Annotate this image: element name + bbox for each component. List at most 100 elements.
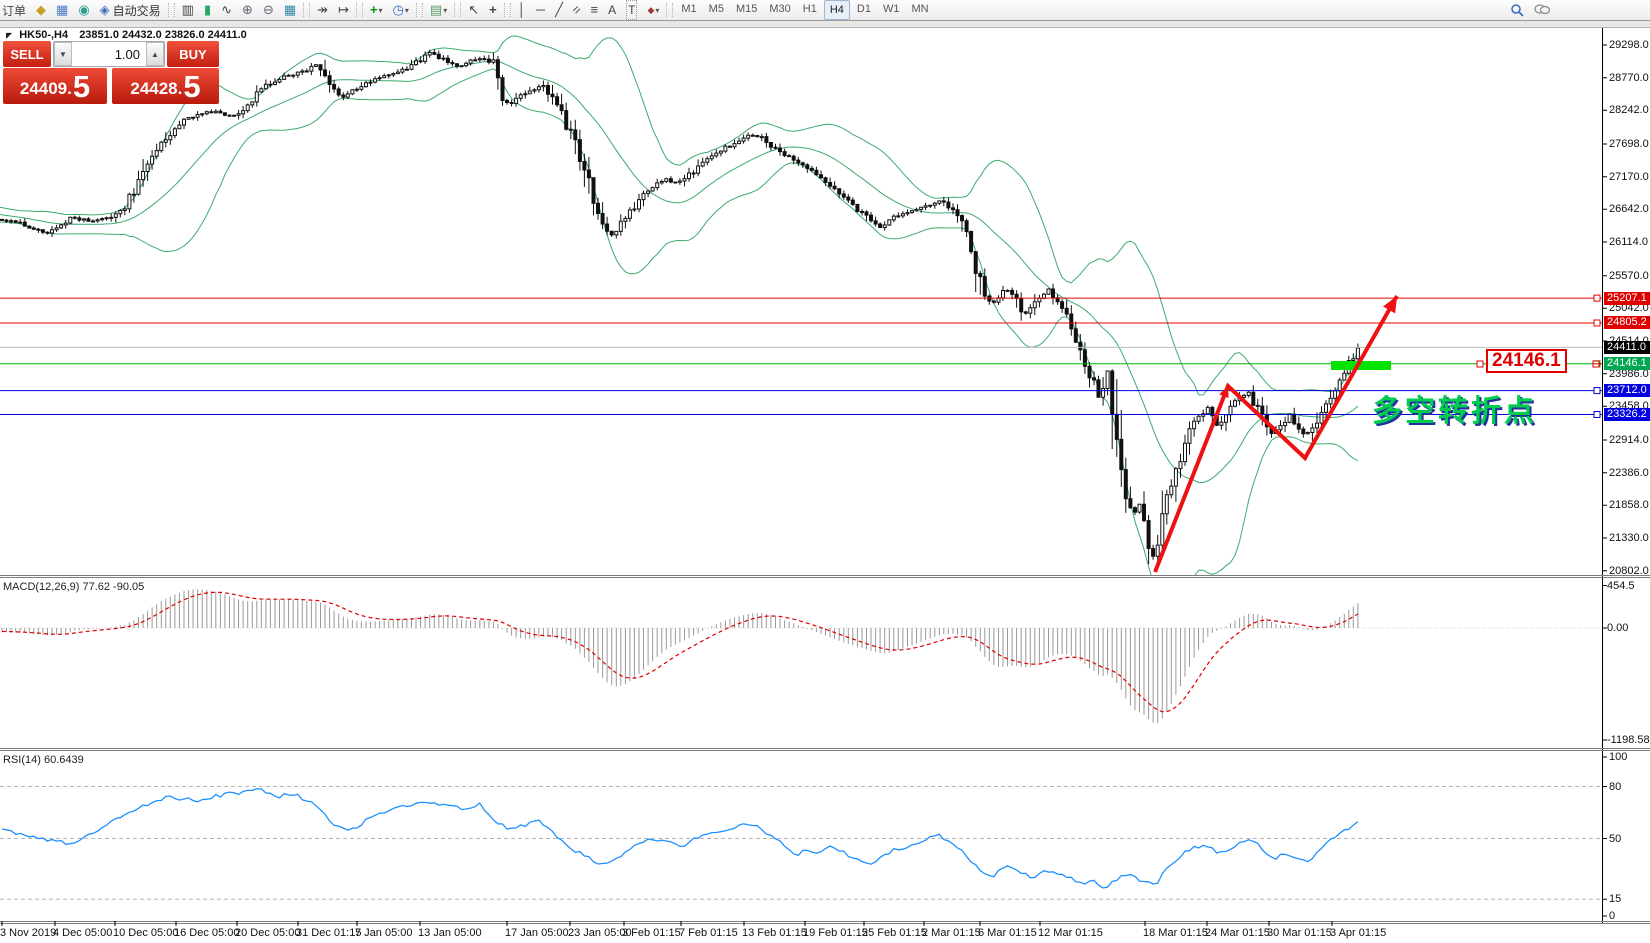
fibonacci-tool[interactable]: ≡	[590, 2, 599, 17]
price-badge: 23326.2	[1604, 407, 1650, 421]
time-axis-label[interactable]: 16 Dec 05:00	[174, 927, 240, 939]
time-axis-label[interactable]: 25 Feb 01:15	[862, 927, 927, 939]
time-axis-label[interactable]: 24 Mar 01:15	[1205, 927, 1270, 939]
tab-h4[interactable]: H4	[823, 0, 850, 20]
time-axis-label[interactable]: 10 Dec 05:00	[113, 927, 179, 939]
time-axis-label[interactable]: 3 Nov 2019	[0, 927, 57, 939]
toolbar-separator	[415, 3, 423, 17]
templates-button[interactable]: ▤ ▾	[426, 1, 451, 19]
sell-button[interactable]: SELL	[3, 41, 51, 67]
price-tick-label: 25042.0	[1609, 302, 1649, 315]
tab-m1[interactable]: M1	[681, 3, 697, 15]
tab-m15[interactable]: M15	[735, 3, 758, 15]
trend-arrow-head	[1383, 296, 1397, 314]
time-axis-label[interactable]: 18 Mar 01:15	[1143, 927, 1208, 939]
time-axis-label[interactable]: 19 Feb 01:15	[803, 927, 868, 939]
price-badge: 25207.1	[1604, 291, 1650, 305]
macd-tick-label: 454.5	[1607, 579, 1635, 592]
auto-scroll-icon[interactable]: ↠	[317, 2, 329, 17]
search-icon[interactable]	[1506, 1, 1528, 19]
tab-h1[interactable]: H1	[802, 3, 817, 15]
time-axis-label[interactable]: 31 Dec 01:15	[296, 927, 362, 939]
periods-button[interactable]: ◷ ▾	[389, 1, 413, 19]
collapse-triangle-icon[interactable]: ◤	[6, 31, 13, 40]
ohlc-readout: 23851.0 24432.0 23826.0 24411.0	[79, 29, 247, 41]
chart-shift-icon[interactable]: ↦	[338, 2, 349, 17]
text-label-tool[interactable]: T	[622, 0, 641, 20]
zoom-out-icon[interactable]: ⊖	[262, 2, 274, 17]
price-tick-label: 23986.0	[1609, 367, 1649, 380]
volume-up-button[interactable]: ▲	[146, 42, 164, 66]
sell-price-main: 24409	[19, 79, 68, 98]
volume-value[interactable]: 1.00	[114, 46, 140, 62]
macd-tick-label: -1198.58	[1607, 734, 1650, 746]
arrows-tool[interactable]: ◆ ▾	[647, 5, 660, 15]
cursor-tool[interactable]: ↖	[468, 2, 480, 17]
new-order-button[interactable]: 订单	[0, 1, 30, 19]
zoom-in-icon[interactable]: ⊕	[242, 2, 253, 17]
time-axis-label[interactable]: 7 Jan 05:00	[355, 927, 413, 939]
tab-m5[interactable]: M5	[708, 3, 724, 15]
price-tick-label: 25570.0	[1609, 269, 1649, 282]
candlestick-chart-icon[interactable]: ▮	[203, 2, 212, 17]
toolbar-separator	[303, 3, 311, 17]
vertical-line-tool[interactable]: │	[517, 2, 526, 17]
time-axis-label[interactable]: 3 Feb 01:15	[622, 927, 681, 939]
time-axis-label[interactable]: 3 Apr 01:15	[1330, 927, 1387, 939]
price-callout-label[interactable]: 24146.1	[1486, 349, 1567, 373]
new-chart-icon[interactable]: ▦	[56, 2, 69, 17]
price-badge: 24805.2	[1604, 316, 1650, 330]
tile-windows-icon[interactable]: ▦	[283, 2, 297, 17]
indicators-button[interactable]: + ▾	[366, 1, 387, 19]
line-end-marker	[1593, 411, 1601, 418]
time-axis-label[interactable]: 4 Dec 05:00	[53, 927, 113, 939]
trendline-tool[interactable]: ╱	[555, 2, 563, 17]
time-axis-label[interactable]: 30 Mar 01:15	[1267, 927, 1332, 939]
volume-stepper: ▼ 1.00 ▲	[53, 41, 165, 67]
signal-icon[interactable]: ◉	[78, 2, 90, 17]
rsi-tick-label: 0	[1609, 910, 1616, 922]
time-axis-label[interactable]: 20 Dec 05:00	[235, 927, 301, 939]
time-axis-label[interactable]: 17 Jan 05:00	[505, 927, 569, 939]
tab-m30[interactable]: M30	[769, 3, 791, 15]
time-axis-label[interactable]: 7 Feb 01:15	[679, 927, 738, 939]
buy-price[interactable]: 24428. 5	[112, 68, 219, 104]
toolbar-separator	[167, 3, 175, 17]
bollinger-lower	[0, 68, 1359, 575]
support-zone-rect	[1331, 361, 1391, 370]
rsi-tick-label: 100	[1609, 751, 1628, 763]
tab-mn[interactable]: MN	[911, 3, 929, 15]
toolbar-separator	[666, 3, 674, 17]
crosshair-tool[interactable]: +	[489, 2, 497, 17]
time-axis-label[interactable]: 13 Feb 01:15	[742, 927, 807, 939]
horizontal-line-tool[interactable]: ─	[535, 2, 546, 17]
sell-price[interactable]: 24409. 5	[3, 68, 107, 104]
rsi-indicator-label: RSI(14) 60.6439	[3, 754, 84, 766]
line-chart-icon[interactable]: ∿	[221, 2, 233, 17]
candle-wicks	[1, 49, 1359, 565]
bollinger-upper	[0, 35, 1359, 396]
callout-marker	[1476, 360, 1484, 368]
price-tick-label: 29298.0	[1609, 39, 1649, 51]
main-chart-layer	[0, 35, 1360, 575]
chat-icon[interactable]	[1530, 1, 1554, 19]
time-axis-label[interactable]: 23 Jan 05:00	[568, 927, 632, 939]
time-axis-label[interactable]: 6 Mar 01:15	[978, 927, 1037, 939]
sound-icon[interactable]: ◆	[36, 2, 47, 17]
autotrade-button[interactable]: ◈ 自动交易	[96, 1, 165, 19]
tab-d1[interactable]: D1	[856, 3, 871, 15]
channel-tool[interactable]: =	[568, 1, 585, 18]
time-axis-label[interactable]: 12 Mar 01:15	[1038, 927, 1103, 939]
text-tool[interactable]: A	[608, 3, 617, 17]
time-axis-label[interactable]: 2 Mar 01:15	[922, 927, 981, 939]
trend-annotation-text[interactable]: 多空转折点	[1372, 395, 1537, 428]
chevron-down-icon: ▾	[443, 5, 448, 15]
tab-w1[interactable]: W1	[882, 3, 900, 15]
time-axis-label[interactable]: 13 Jan 05:00	[418, 927, 482, 939]
price-tick-label: 28770.0	[1609, 71, 1649, 84]
price-tick-label: 21330.0	[1609, 531, 1649, 544]
bar-chart-icon[interactable]: ▥	[181, 2, 194, 17]
volume-down-button[interactable]: ▼	[54, 42, 72, 66]
buy-button[interactable]: BUY	[167, 41, 219, 67]
